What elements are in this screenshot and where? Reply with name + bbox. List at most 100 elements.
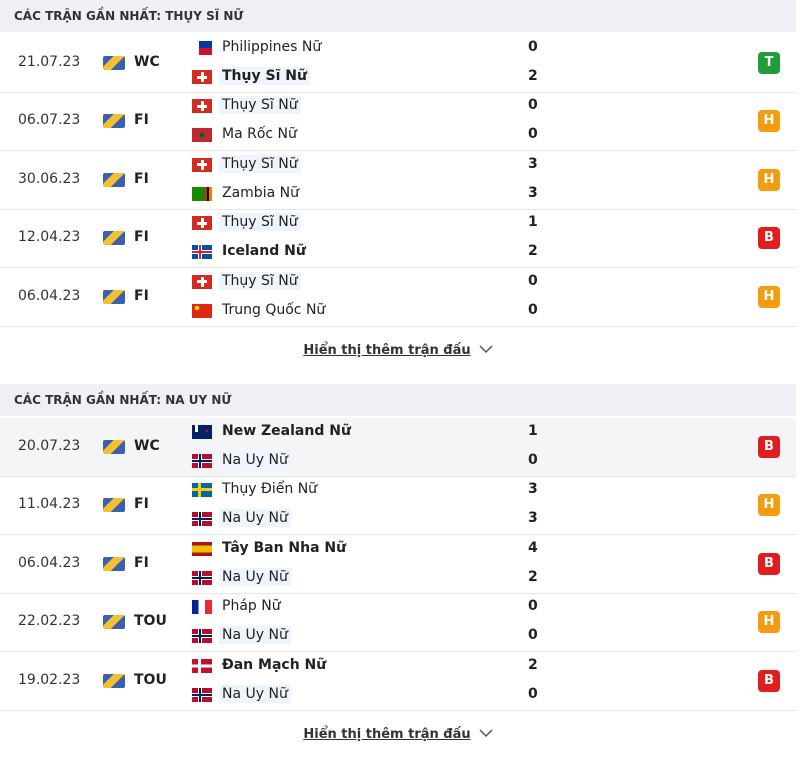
competition-icon [103,498,125,513]
result-badge: T [758,52,780,74]
result-badge: B [758,436,780,458]
match-row[interactable]: 06.07.23 FI Thụy Sĩ Nữ 0 Ma Rốc Nữ 0 H [0,92,796,152]
competition-icon [103,56,125,70]
team-score: 2 [528,68,538,84]
team-flag [192,128,212,143]
team-name: New Zealand Nữ [222,423,351,439]
competition: WC [134,54,160,70]
team-name: Na Uy Nữ [219,451,291,469]
team-flag [192,629,212,644]
competition: FI [134,554,149,571]
match-row[interactable]: 12.04.23 FI Thụy Sĩ Nữ 1 Iceland Nữ 2 B [0,209,796,269]
match-row[interactable]: 30.06.23 FI Thụy Sĩ Nữ 3 Zambia Nữ 3 H [0,151,796,210]
team-score: 2 [528,243,538,260]
team-score: 2 [528,656,538,673]
competition: TOU [134,613,167,630]
team-score: 1 [528,423,538,439]
team-score: 0 [528,598,538,615]
team-score: 0 [528,272,538,289]
competition: WC [134,438,160,454]
team-name: Trung Quốc Nữ [222,301,326,318]
match-row[interactable]: 06.04.23 FI Tây Ban Nha Nữ 4 Na Uy Nữ 2 B [0,535,796,594]
team-name: Thụy Điển Nữ [222,481,318,498]
team-name: Thụy Sĩ Nữ [219,271,301,290]
team-flag [192,600,212,615]
team-flag [192,157,212,172]
team-flag [192,70,212,84]
team-score: 1 [528,214,538,231]
team-score: 0 [528,39,538,55]
team-name: Thụy Sĩ Nữ [219,154,301,173]
match-date: 12.04.23 [18,229,81,246]
match-date: 21.07.23 [18,54,81,70]
match-date: 11.04.23 [18,496,81,513]
team-score: 0 [528,685,538,702]
team-score: 0 [528,126,538,143]
team-score: 0 [528,301,538,318]
competition-icon [103,673,125,688]
team-score: 0 [528,627,538,644]
team-name: Thụy Sĩ Nữ [219,213,301,232]
team-name: Đan Mạch Nữ [222,656,327,673]
team-flag [192,41,212,55]
team-flag [192,483,212,498]
team-flag [192,658,212,673]
match-date: 20.07.23 [18,438,81,454]
show-more-link[interactable]: Hiển thị thêm trận đấu [0,343,796,358]
team-name: Thụy Sĩ Nữ [219,67,310,85]
result-badge: H [758,494,780,517]
show-more-text[interactable]: Hiển thị thêm trận đấu [303,727,471,742]
match-row[interactable]: 21.07.23 WC Philippines Nữ 0 Thụy Sĩ Nữ 2 T [0,34,796,93]
team-flag [192,454,212,468]
show-more-text[interactable]: Hiển thị thêm trận đấu [303,343,471,358]
team-name: Ma Rốc Nữ [222,126,297,143]
match-date: 06.07.23 [18,112,81,129]
team-score: 3 [528,510,538,527]
team-score: 0 [528,97,538,114]
competition: FI [134,170,149,187]
competition: TOU [134,671,167,688]
match-date: 22.02.23 [18,613,81,630]
competition-icon [103,440,125,454]
competition: FI [134,496,149,513]
competition: FI [134,112,149,129]
match-row[interactable]: 11.04.23 FI Thụy Điển Nữ 3 Na Uy Nữ 3 H [0,476,796,536]
match-row[interactable]: 19.02.23 TOU Đan Mạch Nữ 2 Na Uy Nữ 0 B [0,652,796,711]
section-header: CÁC TRẬN GẦN NHẤT: THỤY SĨ NỮ [0,0,796,32]
show-more-link[interactable]: Hiển thị thêm trận đấu [0,727,796,742]
result-badge: B [758,552,780,575]
match-date: 06.04.23 [18,554,81,571]
result-badge: B [758,227,780,250]
section-header: CÁC TRẬN GẦN NHẤT: NA UY NỮ [0,384,796,416]
competition-icon [103,231,125,246]
competition-icon [103,615,125,630]
match-date: 19.02.23 [18,671,81,688]
competition-icon [103,289,125,304]
team-score: 3 [528,481,538,498]
competition-icon [103,556,125,571]
competition: FI [134,287,149,304]
team-name: Pháp Nữ [222,598,281,615]
team-score: 0 [528,452,538,468]
match-row[interactable]: 20.07.23 WC New Zealand Nữ 1 Na Uy Nữ 0 B [0,418,796,477]
team-score: 4 [528,539,538,556]
competition-icon [103,114,125,129]
team-flag [192,99,212,114]
team-name: Iceland Nữ [222,243,306,260]
team-score: 3 [528,155,538,172]
team-name: Philippines Nữ [222,39,322,55]
match-date: 06.04.23 [18,287,81,304]
match-row[interactable]: 22.02.23 TOU Pháp Nữ 0 Na Uy Nữ 0 H [0,593,796,653]
team-flag [192,303,212,318]
match-row[interactable]: 06.04.23 FI Thụy Sĩ Nữ 0 Trung Quốc Nữ 0 H [0,268,796,327]
chevron-icon [479,345,493,354]
team-name: Na Uy Nữ [219,684,291,703]
team-flag [192,274,212,289]
chevron-icon [479,729,493,738]
team-name: Na Uy Nữ [219,509,291,528]
match-date: 30.06.23 [18,170,81,187]
team-name: Na Uy Nữ [219,567,291,586]
team-flag [192,216,212,231]
team-score: 2 [528,568,538,585]
competition: FI [134,229,149,246]
